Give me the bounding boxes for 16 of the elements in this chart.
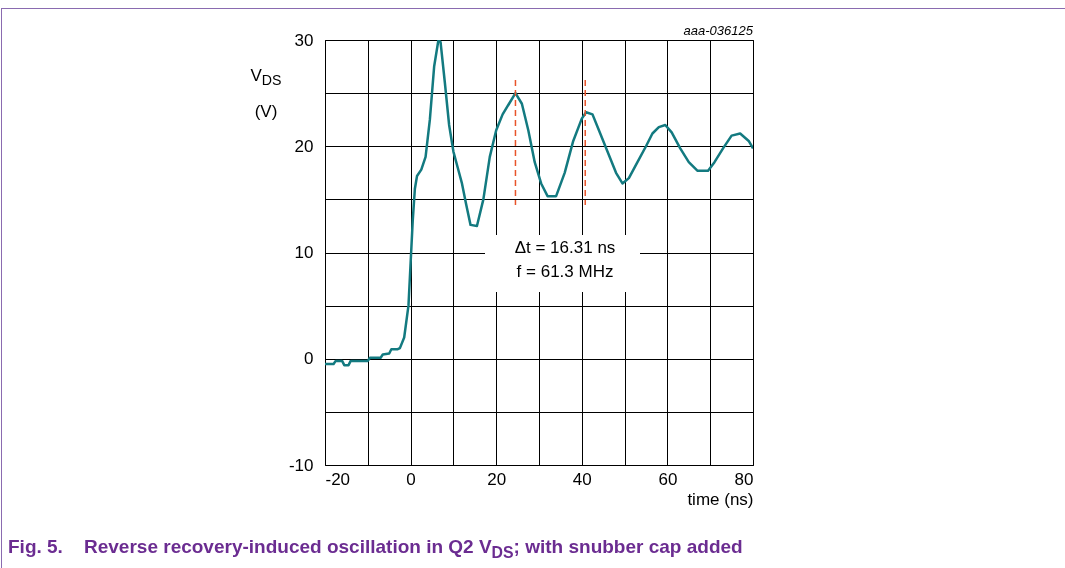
- x-tick-label: 20: [487, 469, 507, 489]
- y-tick-label: 20: [294, 136, 314, 156]
- y-tick-label: 30: [294, 30, 314, 50]
- x-tick-label: 0: [406, 469, 416, 489]
- y-tick-label: -10: [288, 455, 314, 475]
- text: aaa-036125: [683, 23, 754, 38]
- x-tick-label: -20: [325, 469, 351, 489]
- x-tick-label: 40: [572, 469, 592, 489]
- y-tick-label: 0: [304, 349, 314, 369]
- text: Fig. 5. Reverse recovery-induced oscillation in Q2 V$_{DS}$; with snubber cap added: [8, 536, 743, 562]
- y-tick-label: 10: [294, 243, 314, 262]
- x-tick-label: 80: [734, 469, 754, 489]
- x-tick-label: 60: [658, 469, 678, 489]
- annotation: Δt = 16.31 ns f = 61.3 MHz: [514, 238, 616, 281]
- y-axis-title: V$_{DS}$ (V): [249, 65, 283, 124]
- x-axis-title: time (ns): [687, 489, 754, 509]
